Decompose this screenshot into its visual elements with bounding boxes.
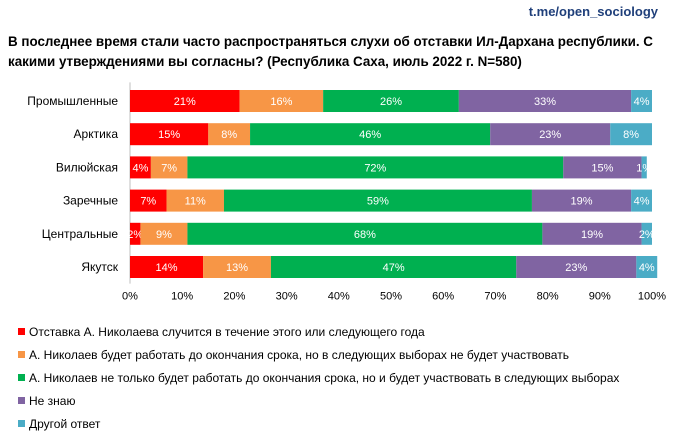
data-label: 4%: [132, 162, 148, 174]
bar-segment: [641, 222, 652, 245]
data-label: 8%: [623, 129, 639, 141]
data-label: 4%: [634, 96, 650, 108]
bar-segment: [323, 90, 459, 112]
source-link[interactable]: t.me/open_sociology: [528, 4, 658, 19]
chart-title: В последнее время стали часто распростра…: [8, 34, 653, 69]
legend-swatch: [18, 351, 25, 358]
x-tick-label: 90%: [589, 291, 611, 303]
bar-segment: [130, 90, 240, 112]
bar-segment: [531, 189, 632, 212]
bar-segment: [610, 123, 652, 146]
data-label: 15%: [158, 129, 180, 141]
x-tick-label: 70%: [484, 291, 506, 303]
legend-item: А. Николаев не только будет работать до …: [18, 366, 668, 389]
data-label: 46%: [359, 129, 381, 141]
x-tick-label: 30%: [276, 291, 298, 303]
legend-item: Отставка А. Николаева случится в течение…: [18, 320, 668, 343]
data-label: 23%: [565, 262, 587, 274]
bar-segment: [130, 123, 209, 146]
data-label: 1%: [636, 162, 652, 174]
bar-segment: [636, 256, 658, 278]
data-label: 15%: [591, 162, 613, 174]
bar-segment: [270, 256, 517, 278]
legend-swatch: [18, 374, 25, 381]
category-label: Арктика: [74, 127, 119, 141]
legend-swatch: [18, 328, 25, 335]
bar-segment: [490, 123, 611, 146]
data-label: 33%: [534, 96, 556, 108]
legend-item: А. Николаев будет работать до окончания …: [18, 343, 668, 366]
legend-swatch: [18, 420, 25, 427]
category-label: Вилюйская: [56, 160, 118, 174]
category-label: Центральные: [42, 227, 119, 241]
x-tick-label: 40%: [328, 291, 350, 303]
x-tick-label: 10%: [171, 291, 193, 303]
bar-segment: [187, 222, 543, 245]
data-label: 14%: [156, 262, 178, 274]
bar-segment: [130, 156, 151, 179]
category-label: Якутск: [81, 260, 118, 274]
legend-label: Другой ответ: [29, 416, 101, 431]
bar-segment: [203, 256, 271, 278]
data-label: 21%: [174, 96, 196, 108]
bar-segment: [458, 90, 632, 112]
x-tick-label: 0%: [122, 291, 138, 303]
bar-segment: [150, 156, 188, 179]
x-tick-label: 100%: [638, 291, 666, 303]
bar-segment: [641, 156, 647, 179]
bar-segment: [239, 90, 324, 112]
bar-segment: [187, 156, 564, 179]
legend-swatch: [18, 397, 25, 404]
data-label: 9%: [156, 229, 172, 241]
bar-segment: [140, 222, 188, 245]
data-label: 19%: [581, 229, 603, 241]
legend-item: Не знаю: [18, 389, 668, 412]
bar-segment: [631, 189, 652, 212]
bar-segment: [631, 90, 652, 112]
legend-label: А. Николаев будет работать до окончания …: [29, 347, 569, 362]
x-tick-label: 80%: [537, 291, 559, 303]
bar-segment: [223, 189, 532, 212]
category-label: Заречные: [63, 194, 118, 208]
data-label: 47%: [383, 262, 405, 274]
legend-item: Другой ответ: [18, 412, 668, 435]
data-label: 68%: [354, 229, 376, 241]
bar-segment: [208, 123, 251, 146]
bar-segment: [130, 256, 204, 278]
legend-label: Не знаю: [29, 393, 76, 408]
bar-segment: [542, 222, 642, 245]
data-label: 26%: [380, 96, 402, 108]
x-tick-label: 20%: [223, 291, 245, 303]
x-tick-label: 50%: [380, 291, 402, 303]
data-label: 59%: [367, 196, 389, 208]
stacked-bar-chart: Промышленные 21% 16% 26% 33% 4% Арктика 15% 8% 46…: [27, 82, 666, 303]
data-label: 7%: [161, 162, 177, 174]
data-label: 23%: [539, 129, 561, 141]
legend-label: А. Николаев не только будет работать до …: [29, 370, 620, 385]
bar-segment: [250, 123, 491, 146]
data-label: 2%: [639, 229, 655, 241]
bar-segment: [516, 256, 637, 278]
data-label: 13%: [226, 262, 248, 274]
x-tick-label: 60%: [432, 291, 454, 303]
legend-label: Отставка А. Николаева случится в течение…: [29, 324, 425, 339]
data-label: 11%: [185, 196, 206, 208]
bar-segment: [130, 189, 167, 212]
bar-segment: [166, 189, 224, 212]
bar-segment: [563, 156, 642, 179]
data-label: 2%: [127, 229, 143, 241]
category-label: Промышленные: [27, 94, 118, 108]
bar-segment: [130, 222, 141, 245]
data-label: 8%: [221, 129, 237, 141]
data-label: 4%: [634, 196, 650, 208]
data-label: 72%: [364, 162, 386, 174]
data-label: 4%: [639, 262, 655, 274]
data-label: 19%: [571, 196, 593, 208]
legend: Отставка А. Николаева случится в течение…: [18, 320, 668, 435]
data-label: 7%: [140, 196, 156, 208]
data-label: 16%: [270, 96, 292, 108]
